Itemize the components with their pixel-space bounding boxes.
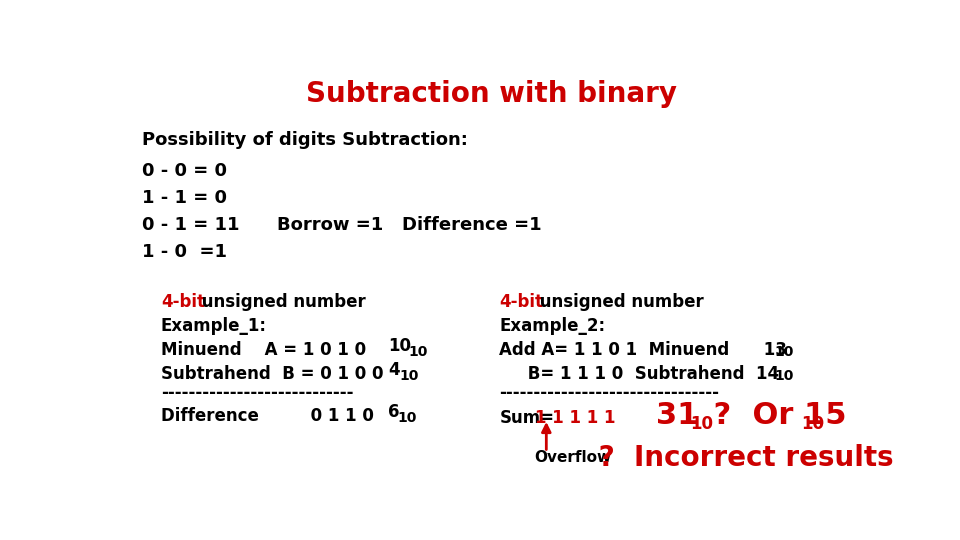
Text: Possibility of digits Subtraction:: Possibility of digits Subtraction:: [142, 131, 468, 149]
Text: 6: 6: [388, 403, 399, 421]
Text: Example_1:: Example_1:: [161, 317, 267, 335]
Text: unsigned number: unsigned number: [535, 293, 704, 311]
Text: 1 - 0  =1: 1 - 0 =1: [142, 243, 228, 261]
Text: Overflow: Overflow: [535, 450, 612, 465]
Text: 0 - 0 = 0: 0 - 0 = 0: [142, 162, 228, 180]
Text: 10: 10: [690, 415, 713, 433]
Text: ?  Or 15: ? Or 15: [703, 401, 846, 430]
Text: 4-bit: 4-bit: [499, 293, 543, 311]
Text: Subtrahend  B = 0 1 0 0: Subtrahend B = 0 1 0 0: [161, 365, 383, 383]
Text: 10: 10: [775, 345, 794, 359]
Text: ----------------------------: ----------------------------: [161, 384, 353, 402]
Text: 10: 10: [397, 411, 417, 425]
Text: 10: 10: [388, 337, 411, 355]
Text: 10: 10: [801, 415, 824, 433]
Text: unsigned number: unsigned number: [196, 293, 366, 311]
Text: 10: 10: [409, 345, 428, 359]
Text: 31: 31: [656, 401, 698, 430]
Text: 10: 10: [399, 369, 419, 383]
Text: B= 1 1 1 0  Subtrahend  14: B= 1 1 1 0 Subtrahend 14: [499, 365, 780, 383]
Text: 1 - 1 = 0: 1 - 1 = 0: [142, 189, 228, 207]
Text: 4-bit: 4-bit: [161, 293, 204, 311]
Text: 0 - 1 = 11      Borrow =1   Difference =1: 0 - 1 = 11 Borrow =1 Difference =1: [142, 216, 542, 234]
Text: 1 1 1 1 1: 1 1 1 1 1: [535, 409, 615, 427]
Text: 10: 10: [775, 369, 794, 383]
Text: Add A= 1 1 0 1  Minuend      13: Add A= 1 1 0 1 Minuend 13: [499, 341, 787, 359]
Text: Subtraction with binary: Subtraction with binary: [306, 80, 678, 108]
Text: Minuend    A = 1 0 1 0: Minuend A = 1 0 1 0: [161, 341, 366, 359]
Text: ?  Incorrect results: ? Incorrect results: [588, 444, 894, 472]
Text: Example_2:: Example_2:: [499, 317, 606, 335]
Text: Sum=: Sum=: [499, 409, 555, 427]
Text: --------------------------------: --------------------------------: [499, 384, 719, 402]
Text: 4: 4: [388, 361, 399, 379]
Text: Difference         0 1 1 0: Difference 0 1 1 0: [161, 407, 373, 425]
